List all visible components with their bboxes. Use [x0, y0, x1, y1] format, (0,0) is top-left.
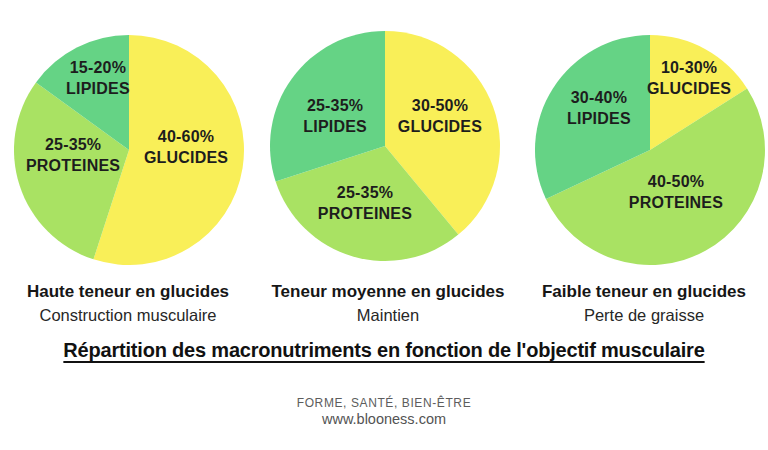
slice-range-text: 25-35% [318, 182, 412, 203]
slice-range-text: 40-50% [629, 171, 723, 192]
slice-name-text: GLUCIDES [398, 116, 482, 137]
slice-name-text: LIPIDES [303, 116, 367, 137]
slice-range-text: 40-60% [144, 126, 228, 147]
pie-chart-high-carb: 40-60%GLUCIDES 25-35%PROTEINES 15-20%LIPID… [14, 35, 244, 265]
pie-title: Haute teneur en glucides [0, 281, 256, 302]
slice-range-text: 30-40% [567, 87, 631, 108]
pie-title-col-high-carb: Haute teneur en glucides Construction mu… [0, 281, 256, 326]
slice-label-proteines: 25-35%PROTEINES [318, 182, 412, 224]
pie-chart-low-carb: 10-30%GLUCIDES 40-50%PROTEINES 30-40%LIPID… [535, 35, 765, 265]
main-title: Répartition des macronutriments en fonct… [0, 337, 768, 363]
slice-range-text: 10-30% [647, 57, 731, 78]
slice-label-proteines: 25-35%PROTEINES [26, 134, 120, 176]
pie-title-col-low-carb: Faible teneur en glucides Perte de grais… [520, 281, 768, 326]
slice-name-text: LIPIDES [66, 78, 130, 99]
slice-name-text: GLUCIDES [647, 78, 731, 99]
slice-label-glucides: 40-60%GLUCIDES [144, 126, 228, 168]
pie-subtitle: Perte de graisse [520, 305, 768, 326]
slice-range-text: 25-35% [26, 134, 120, 155]
infographic-canvas: 40-60%GLUCIDES25-35%PROTEINES15-20%LIPID… [0, 0, 768, 450]
slice-range-text: 30-50% [398, 95, 482, 116]
pie-chart-medium-carb: 30-50%GLUCIDES25-35%PROTEINES25-35%LIPID… [270, 31, 500, 261]
slice-name-text: PROTEINES [318, 203, 412, 224]
slice-label-lipides: 30-40%LIPIDES [567, 87, 631, 129]
footer-tagline: FORME, SANTÉ, BIEN-ÊTRE [0, 396, 768, 410]
slice-range-text: 25-35% [303, 95, 367, 116]
slice-label-lipides: 15-20%LIPIDES [66, 57, 130, 99]
slice-name-text: PROTEINES [26, 155, 120, 176]
pie-title: Faible teneur en glucides [520, 281, 768, 302]
slice-name-text: GLUCIDES [144, 147, 228, 168]
pie-subtitle: Maintien [256, 305, 520, 326]
pie-title: Teneur moyenne en glucides [256, 281, 520, 302]
pie-titles-row: Haute teneur en glucides Construction mu… [0, 281, 768, 326]
slice-label-glucides: 30-50%GLUCIDES [398, 95, 482, 137]
pie-svg-medium-carb [270, 31, 500, 261]
slice-name-text: PROTEINES [629, 192, 723, 213]
slice-label-lipides: 25-35%LIPIDES [303, 95, 367, 137]
pie-subtitle: Construction musculaire [0, 305, 256, 326]
slice-label-proteines: 40-50%PROTEINES [629, 171, 723, 213]
main-title-text: Répartition des macronutriments en fonct… [63, 339, 704, 361]
slice-label-glucides: 10-30%GLUCIDES [647, 57, 731, 99]
pie-title-col-medium-carb: Teneur moyenne en glucides Maintien [256, 281, 520, 326]
slice-name-text: LIPIDES [567, 108, 631, 129]
footer-website: www.blooness.com [0, 411, 768, 428]
slice-range-text: 15-20% [66, 57, 130, 78]
